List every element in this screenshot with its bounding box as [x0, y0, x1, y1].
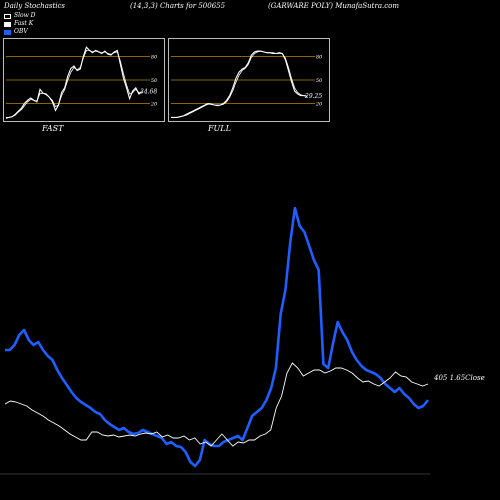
- legend-swatch-obv: [4, 29, 11, 35]
- full-tick-label-50: 50: [316, 78, 323, 84]
- legend-item-fast-k: Fast K: [4, 20, 36, 28]
- full-last-value-label: 29.25: [304, 93, 322, 100]
- legend-label-slow-d: Slow D: [14, 12, 36, 19]
- full-series-1-line: [171, 50, 308, 118]
- header-left-title: Daily Stochastics: [4, 2, 66, 10]
- legend-swatch-fast-k: [4, 21, 11, 27]
- close-price-line: [4, 362, 429, 447]
- fast-tick-label-80: 80: [151, 55, 158, 61]
- full-stochastic-plot: 20 50 80 29.25: [171, 50, 323, 118]
- full-tick-label-80: 80: [316, 55, 323, 61]
- legend-item-slow-d: Slow D: [4, 12, 36, 20]
- fast-series-0-line: [5, 46, 143, 119]
- fast-series-1-line: [6, 49, 143, 118]
- full-stochastic-panel: 20 50 80 29.25: [168, 38, 330, 122]
- fast-tick-label-50: 50: [151, 78, 158, 84]
- header-center-title: (14,3,3) Charts for 500655: [130, 2, 226, 10]
- fast-stochastic-plot: 20 50 80 34.68: [5, 46, 158, 119]
- legend-swatch-slow-d: [4, 13, 11, 19]
- legend: Slow D Fast K OBV: [4, 12, 36, 36]
- obv-line: [5, 206, 430, 468]
- full-tick-label-20: 20: [315, 101, 323, 107]
- legend-label-obv: OBV: [14, 28, 28, 35]
- fast-last-value-label: 34.68: [140, 89, 157, 96]
- header-right-title: (GARWARE POLY) MunafaSutra.com: [268, 2, 399, 10]
- full-panel-label: FULL: [208, 124, 231, 133]
- legend-label-fast-k: Fast K: [14, 20, 34, 27]
- fast-stochastic-panel: 20 50 80 34.68: [3, 38, 165, 122]
- fast-tick-label-20: 20: [150, 101, 158, 107]
- legend-item-obv: OBV: [4, 28, 36, 36]
- full-series-0-line: [171, 50, 308, 118]
- fast-panel-label: FAST: [42, 124, 64, 133]
- close-price-label: 405 1.65Close: [434, 374, 485, 382]
